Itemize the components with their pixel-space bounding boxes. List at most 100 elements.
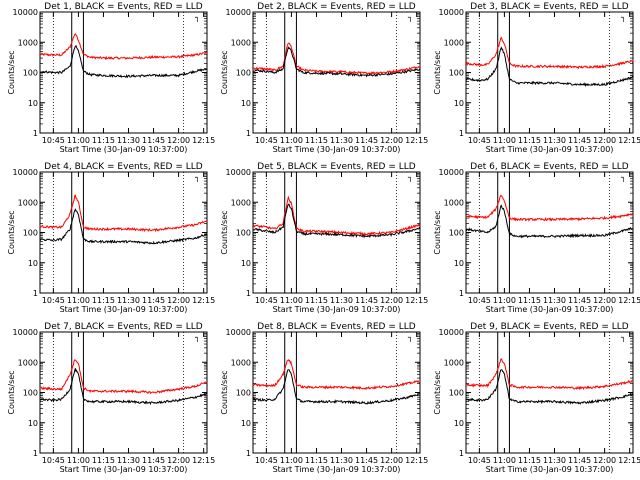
y-axis-label: Counts/sec — [433, 370, 442, 414]
y-axis-label: Counts/sec — [220, 50, 229, 94]
panel-det-4: Det 4, BLACK = Events, RED = LLD 1 10 100 10… — [7, 162, 215, 314]
y-tick-label: 1000 — [231, 198, 251, 207]
x-tick-label: 11:30 — [117, 456, 140, 465]
corner-marker: ┐ — [194, 333, 200, 343]
x-tick-label: 11:00 — [493, 296, 516, 305]
y-tick-label: 1000 — [18, 358, 38, 367]
x-tick-label: 12:00 — [593, 456, 616, 465]
plot-frame — [465, 11, 634, 134]
x-axis-label: Start Time (30-Jan-09 10:37:00) — [486, 465, 614, 474]
x-tick-label: 12:00 — [593, 136, 616, 145]
x-tick-label: 11:45 — [568, 136, 591, 145]
series-events-line — [39, 44, 208, 79]
y-tick-label: 10 — [28, 259, 38, 268]
y-axis-label: Counts/sec — [433, 210, 442, 254]
x-tick-label: 11:00 — [280, 456, 303, 465]
series-events-line — [465, 369, 634, 405]
y-tick-label: 100 — [449, 389, 464, 398]
x-tick-label: 11:00 — [493, 456, 516, 465]
plot-frame — [39, 171, 208, 294]
series-lld-line — [39, 33, 207, 61]
y-tick-label: 100 — [23, 389, 38, 398]
y-axis-label: Counts/sec — [433, 50, 442, 94]
x-tick-label: 12:15 — [192, 136, 215, 145]
x-tick-label: 11:00 — [493, 136, 516, 145]
panel-title: Det 9, BLACK = Events, RED = LLD — [470, 322, 629, 332]
x-tick-label: 10:45 — [42, 136, 65, 145]
series-events-line — [252, 369, 421, 405]
corner-marker: ┐ — [620, 13, 626, 23]
y-tick-label: 10 — [241, 419, 251, 428]
x-tick-label: 12:00 — [167, 136, 190, 145]
x-axis-label: Start Time (30-Jan-09 10:37:00) — [486, 305, 614, 314]
x-tick-label: 10:45 — [42, 296, 65, 305]
y-tick-label: 1 — [459, 289, 464, 298]
plot-frame — [39, 331, 208, 454]
x-tick-label: 12:00 — [593, 296, 616, 305]
x-tick-label: 11:30 — [117, 136, 140, 145]
panel-title: Det 1, BLACK = Events, RED = LLD — [44, 2, 203, 12]
x-tick-label: 10:45 — [468, 296, 491, 305]
x-tick-label: 12:00 — [380, 296, 403, 305]
x-tick-label: 12:15 — [405, 296, 428, 305]
x-tick-label: 11:45 — [142, 296, 165, 305]
y-tick-label: 10 — [28, 419, 38, 428]
y-tick-label: 1 — [459, 449, 464, 458]
plot-frame — [39, 11, 208, 134]
x-tick-label: 11:30 — [543, 456, 566, 465]
y-tick-label: 10 — [241, 259, 251, 268]
plot-frame — [465, 331, 634, 454]
y-tick-label: 10000 — [13, 168, 38, 177]
y-tick-label: 1 — [246, 449, 251, 458]
y-tick-label: 1000 — [444, 358, 464, 367]
corner-marker: ┐ — [407, 13, 413, 23]
x-tick-label: 11:30 — [117, 296, 140, 305]
x-tick-label: 11:15 — [518, 456, 541, 465]
x-tick-label: 11:00 — [67, 456, 90, 465]
y-tick-label: 100 — [236, 229, 251, 238]
x-tick-label: 10:45 — [468, 456, 491, 465]
panel-det-8: Det 8, BLACK = Events, RED = LLD 1 10 100 10… — [220, 322, 428, 474]
x-tick-label: 11:00 — [67, 136, 90, 145]
y-tick-label: 1 — [246, 289, 251, 298]
series-events-line — [40, 368, 208, 406]
y-tick-label: 10 — [454, 99, 464, 108]
y-axis-label: Counts/sec — [220, 370, 229, 414]
y-tick-label: 10000 — [439, 328, 464, 337]
y-tick-label: 100 — [23, 69, 38, 78]
x-tick-label: 12:00 — [167, 456, 190, 465]
series-lld-line — [465, 36, 634, 70]
x-tick-label: 11:45 — [142, 136, 165, 145]
panel-title: Det 3, BLACK = Events, RED = LLD — [470, 2, 629, 12]
panel-det-5: Det 5, BLACK = Events, RED = LLD 1 10 100 10… — [220, 162, 428, 314]
series-events-line — [253, 46, 421, 78]
y-tick-label: 100 — [23, 229, 38, 238]
y-tick-label: 1 — [459, 129, 464, 138]
panel-title: Det 6, BLACK = Events, RED = LLD — [470, 162, 629, 172]
x-tick-label: 11:45 — [142, 456, 165, 465]
y-tick-label: 1000 — [231, 38, 251, 47]
panel-title: Det 5, BLACK = Events, RED = LLD — [257, 162, 416, 172]
panel-title: Det 7, BLACK = Events, RED = LLD — [44, 322, 203, 332]
y-axis-label: Counts/sec — [7, 370, 16, 414]
x-tick-label: 12:15 — [192, 296, 215, 305]
y-tick-label: 10000 — [439, 168, 464, 177]
series-lld-line — [252, 42, 421, 75]
x-tick-label: 11:15 — [518, 296, 541, 305]
y-tick-label: 1 — [33, 289, 38, 298]
corner-marker: ┐ — [194, 13, 200, 23]
x-tick-label: 12:15 — [405, 456, 428, 465]
x-tick-label: 11:30 — [330, 136, 353, 145]
y-tick-label: 1000 — [231, 358, 251, 367]
series-events-line — [465, 204, 634, 239]
x-tick-label: 11:45 — [355, 296, 378, 305]
series-events-line — [39, 208, 208, 245]
x-tick-label: 10:45 — [255, 136, 278, 145]
x-tick-label: 11:15 — [518, 136, 541, 145]
x-axis-label: Start Time (30-Jan-09 10:37:00) — [60, 305, 188, 314]
x-tick-label: 11:00 — [280, 296, 303, 305]
panel-det-3: Det 3, BLACK = Events, RED = LLD 1 10 100 10… — [433, 2, 640, 154]
y-tick-label: 100 — [449, 229, 464, 238]
series-lld-line — [39, 194, 208, 233]
panel-det-6: Det 6, BLACK = Events, RED = LLD 1 10 100 10… — [433, 162, 640, 314]
